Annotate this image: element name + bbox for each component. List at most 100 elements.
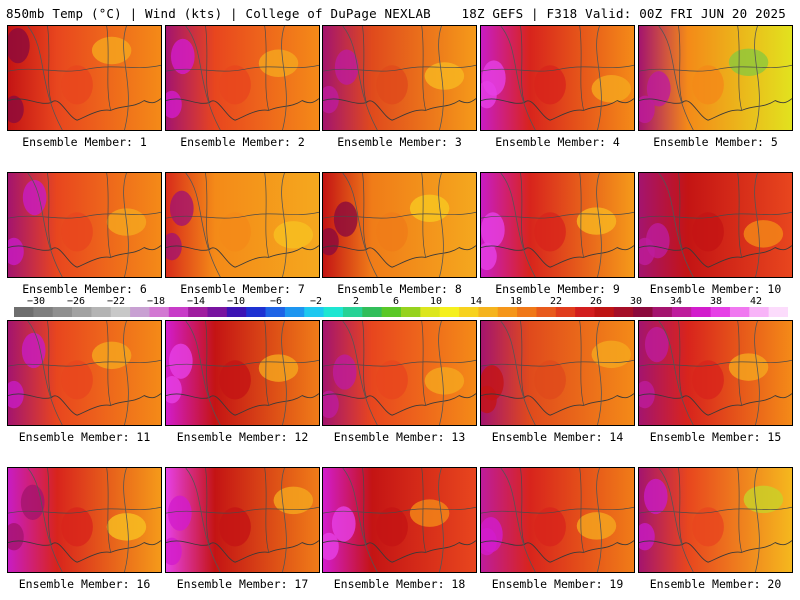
temperature-map xyxy=(638,25,793,131)
temperature-map xyxy=(480,25,635,131)
temperature-map xyxy=(165,320,320,426)
colorbar-tick-label: 38 xyxy=(709,296,723,307)
ensemble-member-label: Ensemble Member: 2 xyxy=(180,135,305,149)
colorbar-tick-label: −30 xyxy=(26,296,46,307)
ensemble-member-label: Ensemble Member: 18 xyxy=(333,577,466,591)
colorbar-swatch xyxy=(207,307,228,317)
colorbar-tick-label: −22 xyxy=(106,296,126,307)
colorbar-tick-label: −10 xyxy=(226,296,246,307)
temperature-map xyxy=(638,467,793,573)
ensemble-member-label: Ensemble Member: 1 xyxy=(22,135,147,149)
temperature-map xyxy=(7,467,162,573)
colorbar-swatch xyxy=(749,307,770,317)
ensemble-member-label: Ensemble Member: 17 xyxy=(176,577,309,591)
temperature-map xyxy=(165,467,320,573)
colorbar-swatch xyxy=(497,307,518,317)
colorbar-swatch xyxy=(768,307,788,317)
temperature-colorbar xyxy=(14,307,788,317)
colorbar-swatch xyxy=(362,307,383,317)
ensemble-member-label: Ensemble Member: 4 xyxy=(495,135,620,149)
colorbar-tick-label: −2 xyxy=(309,296,323,307)
temperature-map xyxy=(638,320,793,426)
ensemble-member-label: Ensemble Member: 15 xyxy=(649,430,782,444)
colorbar-swatch xyxy=(149,307,170,317)
colorbar-tick-label: 30 xyxy=(629,296,643,307)
colorbar-swatch xyxy=(168,307,189,317)
ensemble-member-label: Ensemble Member: 3 xyxy=(337,135,462,149)
model-run-info: 18Z GEFS | F318 Valid: 00Z FRI JUN 20 20… xyxy=(461,6,786,21)
colorbar-tick-label: 34 xyxy=(669,296,683,307)
temperature-map xyxy=(322,172,477,278)
ensemble-member-label: Ensemble Member: 12 xyxy=(176,430,309,444)
colorbar-swatch xyxy=(517,307,537,317)
ensemble-member-label: Ensemble Member: 14 xyxy=(491,430,624,444)
colorbar-tick-label: −14 xyxy=(186,296,206,307)
temperature-map xyxy=(322,25,477,131)
colorbar-swatch xyxy=(671,307,692,317)
temperature-map xyxy=(480,320,635,426)
colorbar-swatch xyxy=(594,307,615,317)
colorbar-swatch xyxy=(284,307,305,317)
colorbar-swatch xyxy=(14,307,34,317)
colorbar-tick-label: 2 xyxy=(352,296,360,307)
colorbar-tick-label: −18 xyxy=(146,296,166,307)
colorbar-swatch xyxy=(342,307,363,317)
colorbar-swatch xyxy=(652,307,673,317)
ensemble-member-label: Ensemble Member: 5 xyxy=(653,135,778,149)
colorbar-swatch xyxy=(304,307,324,317)
ensemble-member-label: Ensemble Member: 9 xyxy=(495,282,620,296)
temperature-map xyxy=(165,172,320,278)
ensemble-member-label: Ensemble Member: 20 xyxy=(649,577,782,591)
temperature-map xyxy=(480,172,635,278)
temperature-map xyxy=(638,172,793,278)
colorbar-swatch xyxy=(188,307,208,317)
ensemble-member-label: Ensemble Member: 7 xyxy=(180,282,305,296)
colorbar-swatch xyxy=(613,307,634,317)
colorbar-tick-label: 18 xyxy=(509,296,523,307)
ensemble-member-label: Ensemble Member: 6 xyxy=(22,282,147,296)
temperature-map xyxy=(7,320,162,426)
colorbar-swatch xyxy=(729,307,750,317)
colorbar-swatch xyxy=(691,307,711,317)
temperature-map xyxy=(480,467,635,573)
colorbar-swatch xyxy=(72,307,92,317)
colorbar-tick-label: 22 xyxy=(549,296,563,307)
colorbar-swatch xyxy=(633,307,653,317)
colorbar-swatch xyxy=(91,307,112,317)
ensemble-member-label: Ensemble Member: 11 xyxy=(18,430,151,444)
temperature-map xyxy=(165,25,320,131)
colorbar-swatch xyxy=(265,307,286,317)
temperature-map xyxy=(7,25,162,131)
colorbar-swatch xyxy=(226,307,247,317)
colorbar-tick-label: −6 xyxy=(269,296,283,307)
colorbar-swatch xyxy=(381,307,402,317)
temperature-map xyxy=(7,172,162,278)
ensemble-member-label: Ensemble Member: 16 xyxy=(18,577,151,591)
ensemble-member-label: Ensemble Member: 19 xyxy=(491,577,624,591)
colorbar-swatch xyxy=(246,307,266,317)
colorbar-swatch xyxy=(555,307,576,317)
ensemble-member-label: Ensemble Member: 13 xyxy=(333,430,466,444)
temperature-map xyxy=(322,467,477,573)
temperature-map xyxy=(322,320,477,426)
colorbar-swatch xyxy=(110,307,131,317)
ensemble-member-label: Ensemble Member: 10 xyxy=(649,282,782,296)
colorbar-swatch xyxy=(401,307,421,317)
colorbar-swatch xyxy=(459,307,479,317)
colorbar-swatch xyxy=(575,307,595,317)
colorbar-swatch xyxy=(323,307,344,317)
colorbar-swatch xyxy=(33,307,54,317)
colorbar-tick-label: 42 xyxy=(749,296,763,307)
ensemble-member-label: Ensemble Member: 8 xyxy=(337,282,462,296)
colorbar-swatch xyxy=(420,307,441,317)
colorbar-swatch xyxy=(536,307,557,317)
colorbar-tick-label: 10 xyxy=(429,296,443,307)
colorbar-tick-label: 26 xyxy=(589,296,603,307)
colorbar-swatch xyxy=(130,307,150,317)
colorbar-swatch xyxy=(710,307,731,317)
colorbar-tick-label: 14 xyxy=(469,296,483,307)
colorbar-tick-label: 6 xyxy=(392,296,400,307)
colorbar-swatch xyxy=(52,307,73,317)
map-title: 850mb Temp (°C) | Wind (kts) | College o… xyxy=(6,6,431,21)
colorbar-swatch xyxy=(439,307,460,317)
